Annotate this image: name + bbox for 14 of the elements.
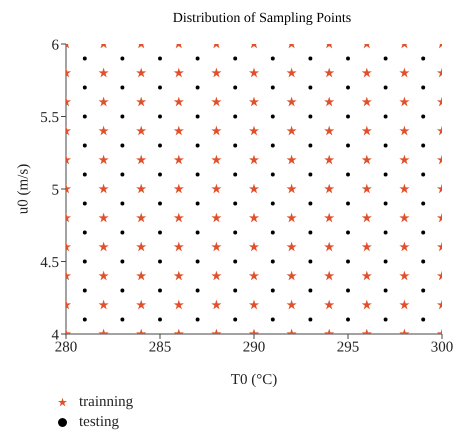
legend-label: testing	[79, 414, 119, 430]
y-tick-label: 5.5	[40, 110, 59, 126]
y-tick-label: 4.5	[40, 254, 59, 271]
x-tick-label: 280	[54, 340, 78, 356]
x-tick-label: 300	[430, 340, 454, 356]
legend-label: trainning	[79, 394, 134, 410]
x-axis-title: T0 (°C)	[230, 372, 278, 388]
x-tick-label: 295	[336, 340, 360, 356]
y-tick-label: 5	[52, 182, 59, 198]
y-tick-label: 6	[52, 37, 60, 54]
chart-title: Distribution of Sampling Points	[172, 10, 352, 28]
x-tick-label: 290	[242, 340, 266, 356]
x-tick-label: 285	[148, 340, 172, 356]
y-axis-title: u0 (m/s)	[15, 164, 32, 214]
